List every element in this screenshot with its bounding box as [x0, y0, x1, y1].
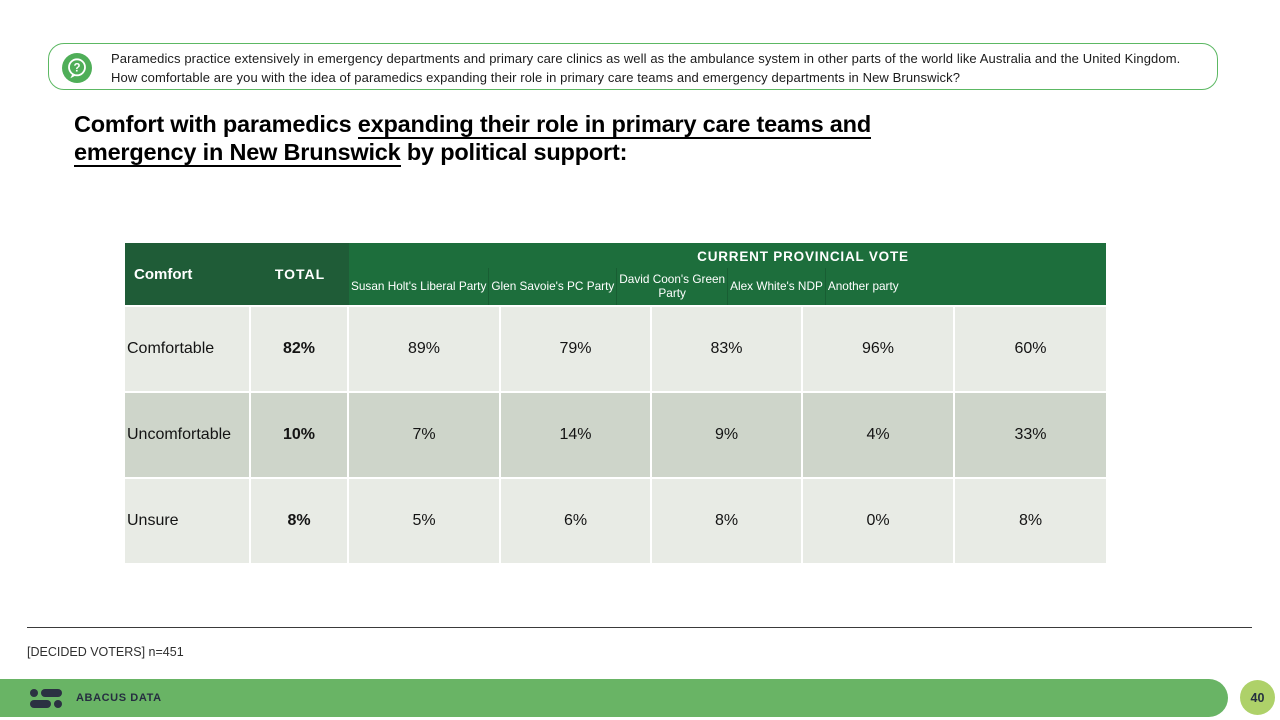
cell-value: 5% — [349, 479, 499, 563]
title-text: Comfort with paramedics — [74, 111, 358, 137]
row-total-value: 10% — [251, 393, 347, 477]
logo-dot-top — [30, 688, 38, 697]
footer-bar: ABACUS DATA — [0, 679, 1228, 717]
cell-value: 7% — [349, 393, 499, 477]
question-speech-bubble-icon: ? — [62, 53, 92, 83]
cell-value: 6% — [501, 479, 650, 563]
column-header-comfort: Comfort — [125, 243, 251, 305]
group-header-label: CURRENT PROVINCIAL VOTE — [697, 249, 909, 264]
cell-value: 8% — [955, 479, 1106, 563]
question-callout: ? Paramedics practice extensively in eme… — [48, 43, 1218, 90]
cell-value: 0% — [803, 479, 953, 563]
question-text: Paramedics practice extensively in emerg… — [111, 51, 1181, 85]
title-text: by political support: — [400, 139, 628, 165]
footnote: [DECIDED VOTERS] n=451 — [27, 645, 184, 659]
row-label: Unsure — [125, 479, 249, 563]
cell-value: 9% — [652, 393, 801, 477]
row-total-value: 82% — [251, 307, 347, 391]
logo-dot-bottom — [54, 699, 62, 708]
vote-header-group: CURRENT PROVINCIAL VOTE Susan Holt's Lib… — [349, 243, 1106, 305]
title-line: emergency in New Brunswick by political … — [74, 138, 1064, 167]
party-column-header: David Coon's Green Party — [616, 268, 727, 305]
table-header: Comfort TOTAL CURRENT PROVINCIAL VOTE Su… — [125, 243, 1106, 305]
logo-bar-bottom — [30, 699, 51, 708]
cell-value: 79% — [501, 307, 650, 391]
page-number-badge: 40 — [1240, 680, 1275, 715]
row-total-value: 8% — [251, 479, 347, 563]
footer-divider — [27, 627, 1252, 628]
cell-value: 8% — [652, 479, 801, 563]
title-underlined-text: expanding their role in primary care tea… — [357, 111, 871, 139]
slide-title: Comfort with paramedics expanding their … — [74, 110, 1064, 167]
cell-value: 83% — [652, 307, 801, 391]
cell-value: 60% — [955, 307, 1106, 391]
party-column-header: Susan Holt's Liberal Party — [351, 278, 487, 293]
row-label: Comfortable — [125, 307, 249, 391]
party-column-header: Glen Savoie's PC Party — [488, 268, 616, 305]
party-headers: Susan Holt's Liberal Party Glen Savoie's … — [349, 268, 1106, 305]
cell-value: 89% — [349, 307, 499, 391]
logo-bar-top — [41, 688, 62, 697]
cell-value: 33% — [955, 393, 1106, 477]
column-header-total: TOTAL — [251, 243, 349, 305]
cell-value: 96% — [803, 307, 953, 391]
cell-value: 4% — [803, 393, 953, 477]
title-underlined-text: emergency in New Brunswick — [74, 139, 401, 167]
cell-value: 14% — [501, 393, 650, 477]
row-label: Uncomfortable — [125, 393, 249, 477]
brand-name: ABACUS DATA — [76, 692, 162, 704]
page-number: 40 — [1250, 690, 1265, 705]
abacus-data-logo — [30, 688, 62, 708]
party-column-header: Alex White's NDP — [727, 268, 825, 305]
table-body: Comfortable 82% 89% 79% 83% 96% 60% Uncomfortab… — [125, 307, 1106, 563]
party-column-header: Another party — [824, 268, 901, 305]
title-line: Comfort with paramedics expanding their … — [74, 110, 1064, 139]
svg-text:?: ? — [73, 62, 80, 74]
